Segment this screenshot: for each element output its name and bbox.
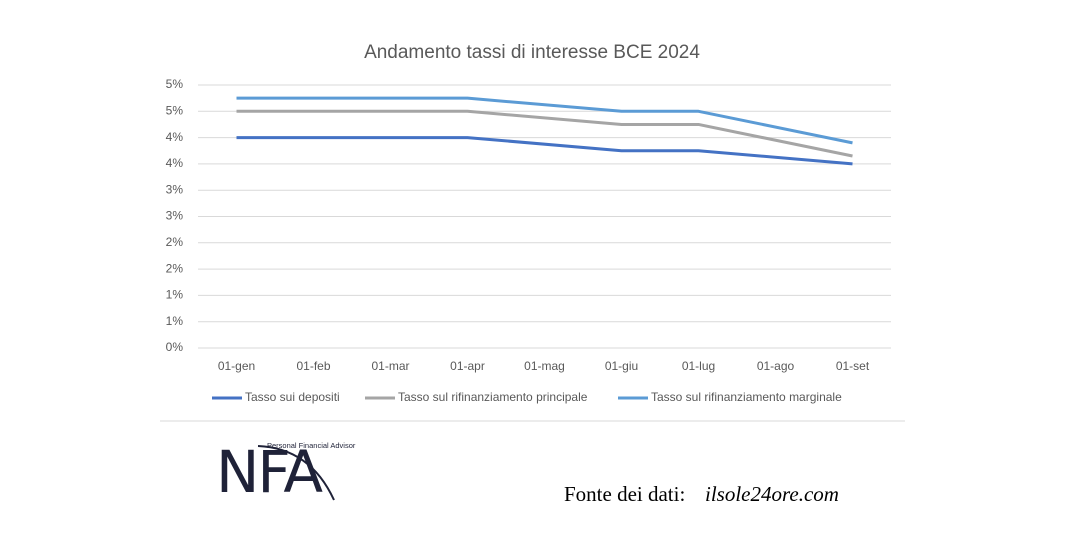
- series-line: [236, 136, 853, 166]
- series-line: [236, 109, 853, 158]
- chart-title: Andamento tassi di interesse BCE 2024: [364, 42, 700, 63]
- logo: NFA Personal Financial Advisor: [216, 438, 356, 506]
- y-tick-label: 2%: [166, 261, 184, 275]
- x-tick-label: 01-ago: [757, 359, 795, 373]
- x-tick-label: 01-set: [836, 359, 870, 373]
- source-name: ilsole24ore.com: [705, 482, 839, 506]
- series-line: [236, 96, 853, 145]
- legend-label: Tasso sul rifinanziamento marginale: [651, 390, 842, 404]
- y-tick-label: 4%: [166, 130, 184, 144]
- logo-arc: [257, 445, 335, 501]
- x-tick-label: 01-giu: [605, 359, 638, 373]
- x-tick-label: 01-mar: [371, 359, 409, 373]
- y-tick-label: 0%: [166, 340, 184, 354]
- source-label: Fonte dei dati:: [564, 482, 685, 506]
- y-tick-label: 5%: [166, 103, 184, 117]
- x-tick-label: 01-apr: [450, 359, 485, 373]
- legend-label: Tasso sul rifinanziamento principale: [398, 390, 588, 404]
- x-tick-label: 01-gen: [218, 359, 255, 373]
- y-tick-label: 1%: [166, 314, 184, 328]
- x-tick-label: 01-feb: [296, 359, 330, 373]
- logo-mark: NFA: [216, 438, 323, 506]
- logo-tagline: Personal Financial Advisor: [267, 441, 356, 450]
- y-tick-label: 1%: [166, 288, 184, 302]
- y-tick-label: 2%: [166, 235, 184, 249]
- y-tick-label: 4%: [166, 156, 184, 170]
- y-tick-label: 5%: [166, 77, 184, 91]
- x-tick-label: 01-lug: [682, 359, 715, 373]
- legend-label: Tasso sui depositi: [245, 390, 340, 404]
- y-tick-label: 3%: [166, 182, 184, 196]
- x-tick-label: 01-mag: [524, 359, 565, 373]
- y-tick-label: 3%: [166, 209, 184, 223]
